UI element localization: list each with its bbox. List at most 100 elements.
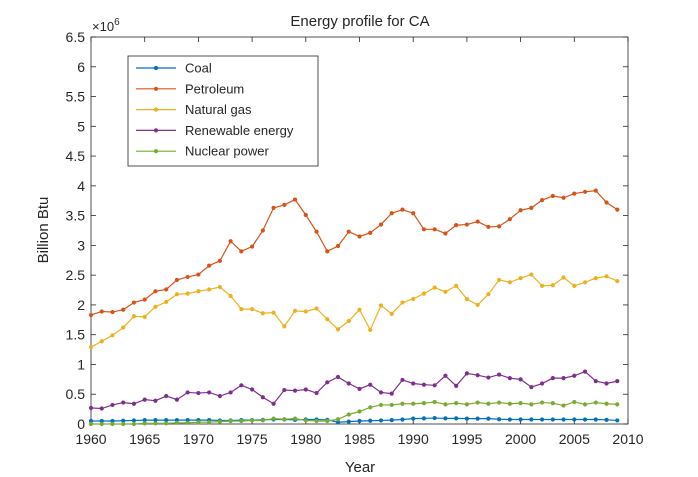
data-point-coal <box>518 417 523 422</box>
data-point-coal <box>368 418 373 423</box>
data-point-petroleum <box>153 289 158 294</box>
data-point-petroleum <box>260 228 265 233</box>
data-point-nuclear-power <box>142 421 147 426</box>
data-point-nuclear-power <box>421 401 427 406</box>
data-point-renewable-energy <box>550 376 555 381</box>
data-point-nuclear-power <box>121 421 126 427</box>
data-point-petroleum <box>121 307 126 312</box>
data-point-renewable-energy <box>228 390 233 395</box>
data-point-nuclear-power <box>411 401 416 406</box>
data-point-petroleum <box>346 229 351 234</box>
data-point-coal <box>572 417 577 422</box>
data-point-nuclear-power <box>518 401 523 406</box>
data-point-renewable-energy <box>432 383 437 388</box>
data-point-petroleum <box>335 243 341 249</box>
data-point-renewable-energy <box>174 397 180 402</box>
data-point-nuclear-power <box>185 420 190 425</box>
data-point-petroleum <box>239 249 244 254</box>
data-point-natural-gas <box>250 306 255 312</box>
data-point-coal <box>561 417 566 422</box>
data-point-natural-gas <box>239 306 244 312</box>
data-point-natural-gas <box>153 304 158 309</box>
data-point-petroleum <box>164 287 169 292</box>
data-point-coal <box>131 418 137 423</box>
data-point-renewable-energy <box>572 373 577 378</box>
y-tick-label: 5 <box>77 118 85 134</box>
x-axis-label: Year <box>345 459 375 476</box>
data-point-nuclear-power <box>292 416 298 421</box>
y-tick-label: 2 <box>77 297 85 313</box>
data-point-nuclear-power <box>550 401 555 406</box>
data-point-renewable-energy <box>271 401 276 406</box>
data-point-petroleum <box>400 207 405 212</box>
data-point-petroleum <box>604 200 609 205</box>
data-point-natural-gas <box>593 276 598 281</box>
legend-entry-petroleum: Petroleum <box>136 81 244 96</box>
data-point-natural-gas <box>389 311 394 316</box>
data-point-natural-gas <box>411 296 416 302</box>
data-point-coal <box>529 417 534 422</box>
data-point-renewable-energy <box>142 397 147 402</box>
data-point-natural-gas <box>282 324 287 329</box>
data-point-natural-gas <box>604 274 609 279</box>
data-point-natural-gas <box>550 283 555 288</box>
data-point-petroleum <box>572 191 577 196</box>
data-point-coal <box>604 417 609 422</box>
data-point-coal <box>400 417 405 422</box>
x-tick-label: 1990 <box>398 431 429 447</box>
y-multiplier: ×106 <box>92 17 120 34</box>
data-point-renewable-energy <box>389 391 394 396</box>
x-tick-label: 2010 <box>612 431 643 447</box>
data-point-petroleum <box>217 258 222 263</box>
data-point-natural-gas <box>314 306 319 311</box>
data-point-renewable-energy <box>400 377 405 383</box>
data-point-petroleum <box>196 272 201 277</box>
y-tick-label: 0.5 <box>66 386 86 402</box>
x-tick-label: 2005 <box>559 431 590 447</box>
x-tick-label: 1960 <box>75 431 106 447</box>
x-tick-label: 1995 <box>451 431 482 447</box>
data-point-renewable-energy <box>368 382 373 387</box>
data-point-coal <box>550 417 555 422</box>
data-point-renewable-energy <box>153 398 158 403</box>
data-point-natural-gas <box>368 327 373 333</box>
legend-entry-coal: Coal <box>136 61 212 76</box>
data-point-natural-gas <box>228 293 233 299</box>
data-point-renewable-energy <box>131 401 137 406</box>
data-point-natural-gas <box>303 309 308 314</box>
y-tick-label: 1 <box>77 356 85 372</box>
data-point-natural-gas <box>110 333 115 338</box>
data-point-natural-gas <box>164 299 169 305</box>
data-point-renewable-energy <box>164 393 169 399</box>
data-point-natural-gas <box>207 287 212 292</box>
data-point-petroleum <box>389 211 394 216</box>
legend-label: Renewable energy <box>185 123 294 138</box>
data-point-petroleum <box>497 224 502 229</box>
data-point-natural-gas <box>582 280 588 285</box>
data-point-coal <box>88 418 94 424</box>
y-tick-label: 6.5 <box>66 29 86 45</box>
data-point-petroleum <box>421 227 427 232</box>
series-petroleum <box>88 188 620 318</box>
data-point-renewable-energy <box>99 406 104 411</box>
data-point-nuclear-power <box>153 421 158 426</box>
data-point-petroleum <box>185 274 190 280</box>
data-point-nuclear-power <box>88 421 94 427</box>
data-point-renewable-energy <box>88 405 94 411</box>
data-point-petroleum <box>174 277 180 283</box>
series-natural-gas <box>88 272 620 350</box>
data-point-coal <box>497 417 502 422</box>
data-point-petroleum <box>292 197 298 202</box>
data-point-renewable-energy <box>486 375 491 380</box>
data-point-nuclear-power <box>539 400 545 405</box>
data-point-renewable-energy <box>314 390 319 396</box>
data-point-natural-gas <box>400 300 405 305</box>
data-point-nuclear-power <box>303 418 308 423</box>
data-point-nuclear-power <box>368 405 373 410</box>
data-point-coal <box>432 415 437 421</box>
data-point-coal <box>475 416 480 421</box>
data-point-renewable-energy <box>292 388 298 393</box>
data-point-renewable-energy <box>260 395 265 400</box>
data-point-coal <box>486 416 491 421</box>
data-point-natural-gas <box>529 272 534 277</box>
